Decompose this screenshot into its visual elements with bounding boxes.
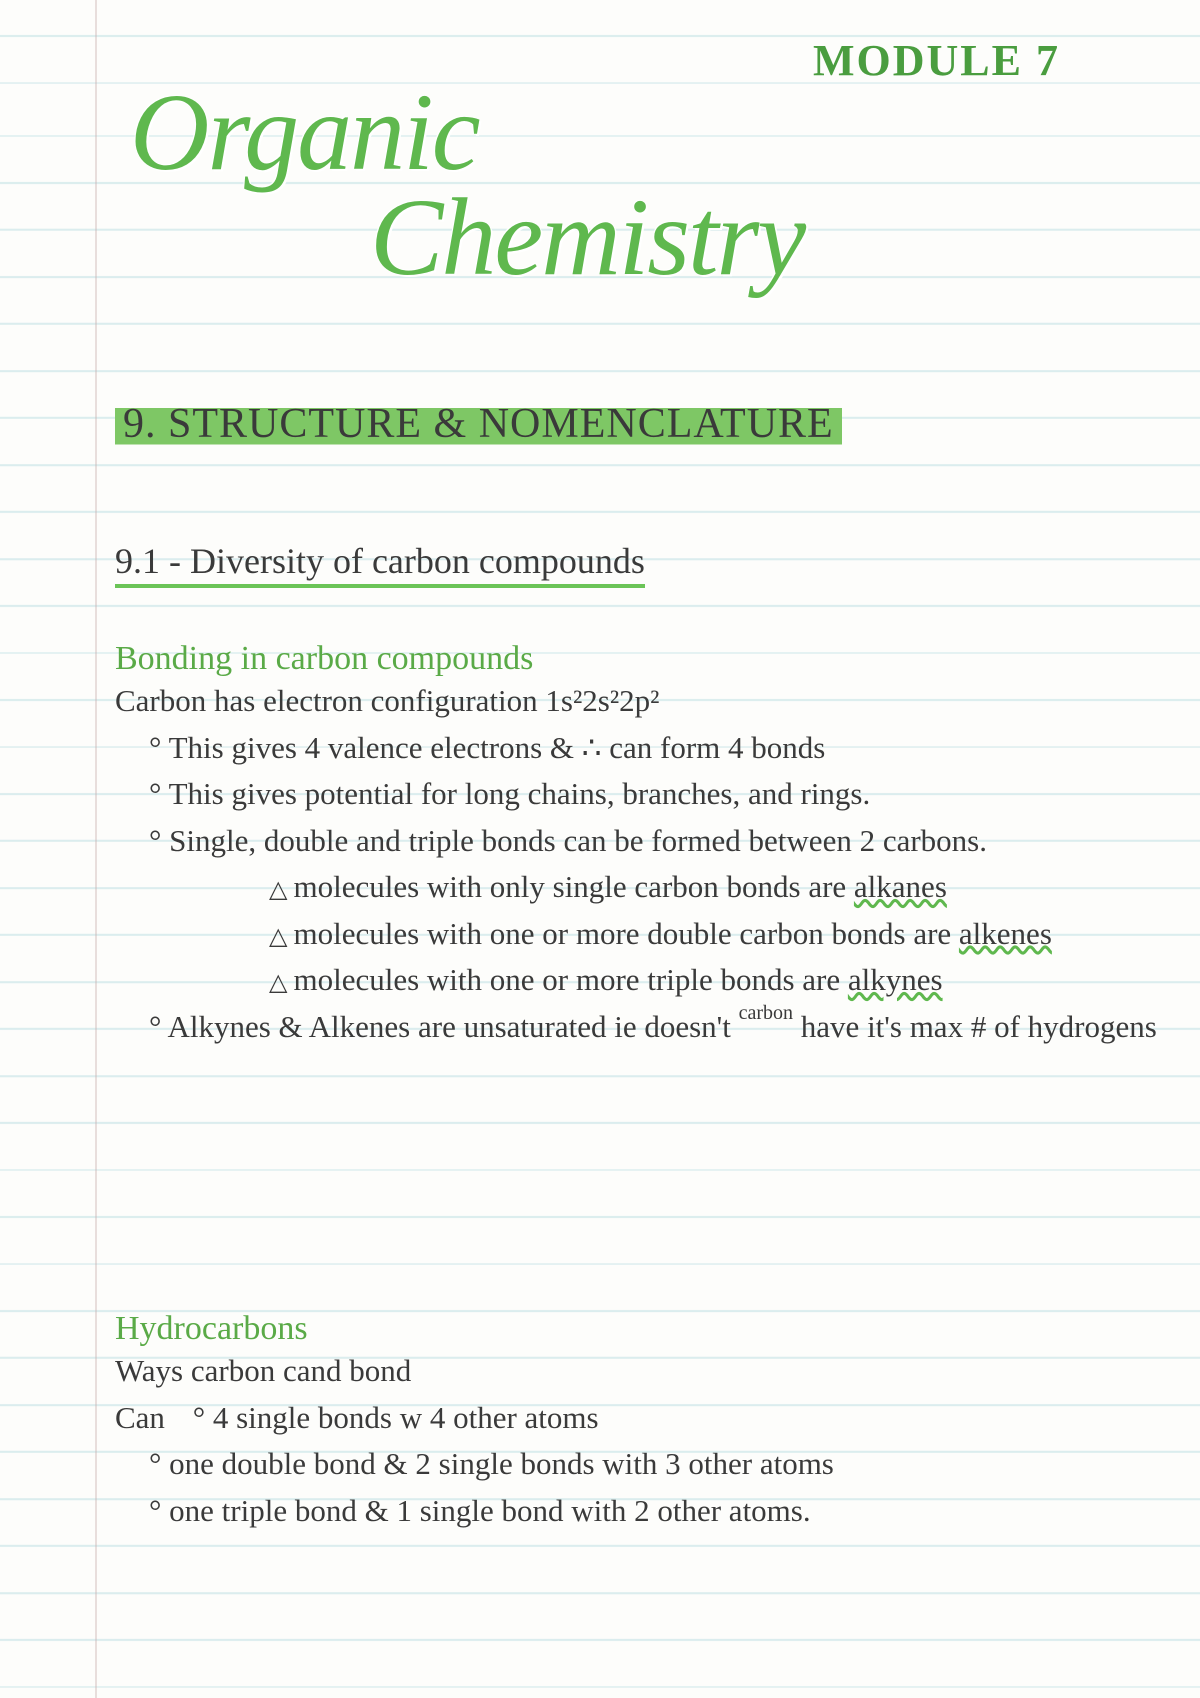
sub-bullet-item: molecules with only single carbon bonds … <box>115 864 1160 911</box>
title-line-2: Chemistry <box>130 185 1140 290</box>
bullet-item: This gives 4 valence electrons & ∴ can f… <box>115 725 1160 772</box>
topic-hydrocarbons: Hydrocarbons Ways carbon cand bond Can 4… <box>115 1310 1160 1534</box>
sub-bullet-text: molecules with only single carbon bonds … <box>293 869 853 904</box>
topic-bonding: Bonding in carbon compounds Carbon has e… <box>115 640 1160 1050</box>
sub-bullet-item: molecules with one or more double carbon… <box>115 911 1160 958</box>
module-label: MODULE 7 <box>813 35 1060 86</box>
page-title: Organic Chemistry <box>130 80 1140 289</box>
page-content: MODULE 7 Organic Chemistry 9. STRUCTURE … <box>0 0 1200 1698</box>
bullet-item: 4 single bonds w 4 other atoms <box>173 1400 599 1435</box>
section-heading: 9. STRUCTURE & NOMENCLATURE <box>115 400 842 448</box>
term-alkanes: alkanes <box>854 869 947 904</box>
sub-bullet-text: molecules with one or more triple bonds … <box>293 962 847 997</box>
topic-title-bonding: Bonding in carbon compounds <box>115 640 1160 678</box>
intro-label: Can <box>115 1400 165 1435</box>
term-alkynes: alkynes <box>848 962 943 997</box>
bullet-item: Single, double and triple bonds can be f… <box>115 818 1160 865</box>
note-pre: Alkynes & Alkenes are unsaturated ie doe… <box>167 1009 730 1044</box>
can-line: Can 4 single bonds w 4 other atoms <box>115 1395 1160 1442</box>
body-line: Carbon has electron configuration 1s²2s²… <box>115 678 1160 725</box>
term-alkenes: alkenes <box>959 916 1052 951</box>
section-title: STRUCTURE & NOMENCLATURE <box>168 401 834 447</box>
bullet-item: one triple bond & 1 single bond with 2 o… <box>115 1488 1160 1535</box>
intro-line: Ways carbon cand bond <box>115 1348 1160 1395</box>
sub-bullet-item: molecules with one or more triple bonds … <box>115 957 1160 1004</box>
bullet-item: This gives potential for long chains, br… <box>115 771 1160 818</box>
topic-title-hydrocarbons: Hydrocarbons <box>115 1310 1160 1348</box>
title-line-1: Organic <box>130 71 479 193</box>
note-post: have it's max # of hydrogens <box>801 1009 1157 1044</box>
subsection-heading: 9.1 - Diversity of carbon compounds <box>115 540 645 588</box>
note-insert-carbon: carbon <box>739 1002 793 1024</box>
note-unsaturated: Alkynes & Alkenes are unsaturated ie doe… <box>115 1004 1160 1051</box>
section-number: 9. <box>123 401 157 447</box>
intro-strike: Ways carbon cand bond <box>115 1353 411 1388</box>
sub-bullet-text: molecules with one or more double carbon… <box>293 916 958 951</box>
bullet-item: one double bond & 2 single bonds with 3 … <box>115 1441 1160 1488</box>
